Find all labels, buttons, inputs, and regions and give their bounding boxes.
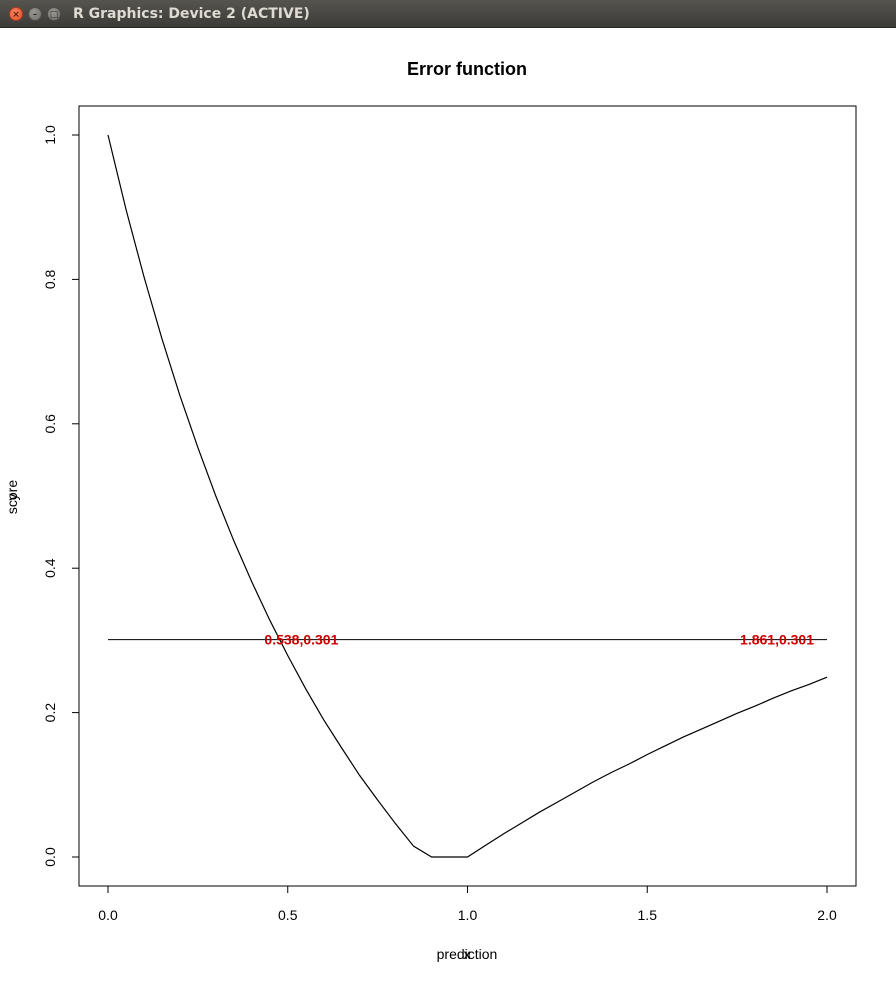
plot-area: Error function 0.0 0.5 1.0 1.5 2.0 0.0 0.2 0.4…: [0, 28, 896, 984]
annotation-layer: 0.538,0.301 1.861,0.301: [264, 632, 814, 648]
window-title: R Graphics: Device 2 (ACTIVE): [73, 6, 310, 22]
series-layer: [107, 134, 828, 858]
y-tick-label: 0.8: [42, 269, 58, 289]
intersection-annotation: 0.538,0.301: [264, 632, 338, 648]
y-tick-label: 0.0: [42, 847, 58, 867]
x-axis-label: prediction: [437, 946, 498, 962]
close-window-button[interactable]: ×: [9, 7, 23, 21]
x-tick-label: 0.5: [278, 907, 298, 923]
plot-frame: [78, 105, 857, 887]
x-axis-label-overprint: x: [464, 946, 471, 962]
y-axis-label-overprint: y: [4, 494, 20, 501]
chart-title: Error function: [407, 59, 527, 79]
intersection-annotation: 1.861,0.301: [740, 632, 814, 648]
window-titlebar[interactable]: × – □ R Graphics: Device 2 (ACTIVE): [0, 0, 896, 28]
y-tick-label: 0.2: [42, 703, 58, 723]
y-tick-label: 0.6: [42, 414, 58, 434]
y-axis: 0.0 0.2 0.4 0.6 0.8 1.0: [42, 125, 80, 867]
x-tick-label: 2.0: [817, 907, 837, 923]
x-axis: 0.0 0.5 1.0 1.5 2.0: [98, 885, 837, 923]
y-tick-label: 0.4: [42, 558, 58, 578]
x-tick-label: 1.0: [458, 907, 478, 923]
error-curve-line: [107, 134, 828, 858]
error-function-chart: Error function 0.0 0.5 1.0 1.5 2.0 0.0 0.2 0.4…: [4, 59, 857, 962]
maximize-window-button[interactable]: □: [47, 7, 61, 21]
y-axis-label: score: [4, 480, 20, 514]
x-tick-label: 1.5: [638, 907, 658, 923]
minimize-window-button[interactable]: –: [28, 7, 42, 21]
y-tick-label: 1.0: [42, 125, 58, 145]
x-tick-label: 0.0: [98, 907, 118, 923]
